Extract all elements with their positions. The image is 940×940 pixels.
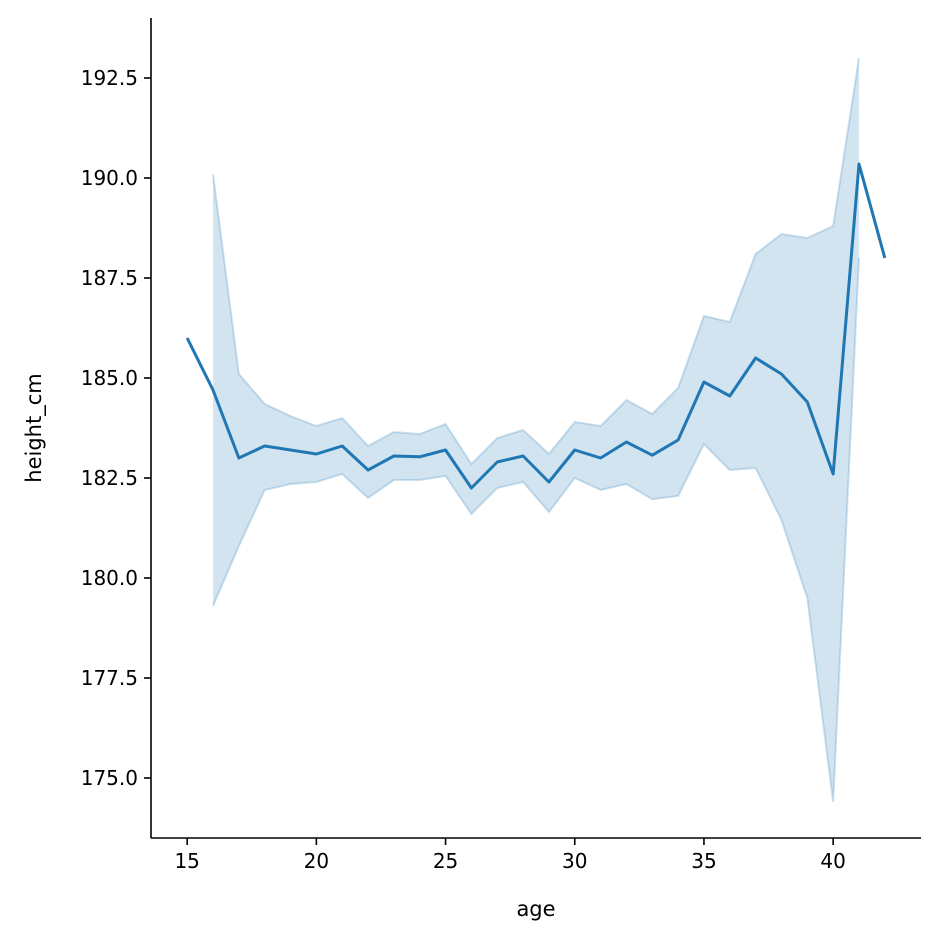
data-point (211, 388, 215, 392)
data-point (754, 356, 758, 360)
data-point (779, 372, 783, 376)
data-point (314, 452, 318, 456)
data-point (521, 454, 525, 458)
confidence-band-lower-edge (212, 257, 860, 803)
x-tick-label: 20 (304, 849, 329, 873)
data-point (547, 480, 551, 484)
confidence-band-upper-edge (212, 57, 860, 466)
y-tick-label: 177.5 (81, 666, 138, 690)
data-point (599, 456, 603, 460)
x-axis-ticks: 15 20 25 30 35 40 (174, 838, 846, 873)
data-point (805, 400, 809, 404)
plot-area (185, 57, 887, 803)
y-tick-label: 182.5 (81, 466, 138, 490)
series-line (185, 162, 887, 490)
data-point (676, 438, 680, 442)
data-point (857, 162, 861, 166)
x-tick-label: 30 (562, 849, 587, 873)
x-tick-label: 15 (174, 849, 199, 873)
y-tick-label: 185.0 (81, 366, 138, 390)
data-point (573, 448, 577, 452)
data-point (702, 380, 706, 384)
data-point (237, 456, 241, 460)
data-point (444, 448, 448, 452)
x-tick-label: 25 (433, 849, 458, 873)
y-tick-label: 180.0 (81, 566, 138, 590)
data-point (366, 468, 370, 472)
data-point (624, 440, 628, 444)
data-point (495, 460, 499, 464)
data-point (728, 394, 732, 398)
x-tick-label: 35 (691, 849, 716, 873)
data-point (263, 444, 267, 448)
data-point (831, 472, 835, 476)
data-point (418, 455, 422, 459)
data-point (883, 256, 887, 260)
data-point (340, 444, 344, 448)
confidence-band (213, 58, 859, 802)
x-tick-label: 40 (820, 849, 845, 873)
data-point (289, 448, 293, 452)
data-point (650, 453, 654, 457)
y-axis-ticks: 175.0 177.5 180.0 182.5 185.0 187.5 190.0 192.5 (81, 66, 151, 790)
y-tick-label: 190.0 (81, 166, 138, 190)
data-point (469, 486, 473, 490)
y-tick-label: 187.5 (81, 266, 138, 290)
data-point (185, 336, 189, 340)
x-axis-label: age (516, 897, 555, 921)
data-point (392, 454, 396, 458)
y-axis-label: height_cm (22, 373, 47, 482)
y-tick-label: 192.5 (81, 66, 138, 90)
y-tick-label: 175.0 (81, 766, 138, 790)
